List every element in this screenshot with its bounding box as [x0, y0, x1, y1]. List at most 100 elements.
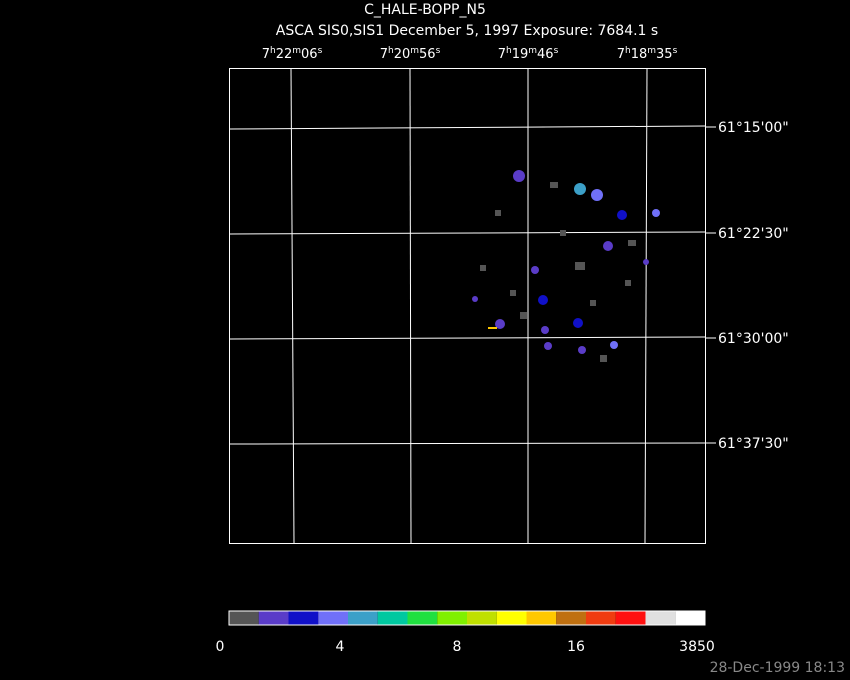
unit: h: [388, 46, 394, 56]
dec-labels: 61°15'00" 61°22'30" 61°30'00" 61°37'30": [706, 120, 789, 452]
dec-grid-line: [228, 336, 706, 340]
colorbar-frame: [228, 610, 706, 626]
source: [560, 230, 566, 236]
source: [544, 342, 552, 350]
color-swatch: [526, 611, 557, 625]
source: [520, 312, 527, 319]
dec-label: 61°37'30": [718, 436, 789, 452]
dec-label: 61°22'30": [718, 226, 789, 242]
color-swatch: [645, 611, 676, 625]
ra-grid-line: [644, 67, 648, 544]
color-swatch: [675, 611, 705, 625]
coordinate-grid: [228, 67, 706, 544]
unit: s: [318, 46, 323, 56]
ra-grid-line: [290, 67, 295, 544]
source: [574, 183, 586, 195]
unit: h: [625, 46, 631, 56]
number: 35: [656, 47, 673, 62]
source: [591, 189, 603, 201]
ra-labels: 7h22m06s 7h20m56s 7h19m46s 7h18m35s: [262, 46, 678, 62]
color-swatch: [556, 611, 586, 625]
source: [578, 346, 586, 354]
color-swatch: [586, 611, 616, 625]
source: [603, 241, 613, 251]
number: 22: [276, 47, 293, 62]
source: [625, 280, 631, 286]
source: [617, 210, 627, 220]
colorbar-label: 3850: [679, 639, 715, 655]
sources: [472, 170, 660, 362]
source: [531, 266, 539, 274]
number: 06: [301, 47, 318, 62]
dec-grid-line: [228, 442, 706, 445]
color-swatch: [615, 611, 646, 625]
source: [480, 265, 486, 271]
ra-label: 7h20m56s: [380, 46, 441, 62]
source: [628, 240, 636, 246]
ra-grid-line: [409, 67, 412, 544]
frame: [229, 68, 706, 544]
source: [541, 326, 549, 334]
source: [573, 318, 583, 328]
unit: m: [410, 46, 419, 56]
unit: m: [292, 46, 301, 56]
dec-label: 61°15'00": [718, 120, 789, 136]
number: 7: [617, 47, 625, 62]
color-swatch: [348, 611, 378, 625]
number: 7: [262, 47, 270, 62]
number: 19: [512, 47, 529, 62]
source: [495, 210, 501, 216]
source: [550, 182, 558, 188]
number: 20: [394, 47, 411, 62]
color-swatch: [288, 611, 319, 625]
colorbar-label: 0: [216, 639, 225, 655]
dec-label: 61°30'00": [718, 331, 789, 347]
source: [538, 295, 548, 305]
timestamp: 28-Dec-1999 18:13: [710, 660, 845, 676]
title: C_HALE-BOPP_N5: [364, 2, 486, 18]
source: [513, 170, 525, 182]
source: [510, 290, 516, 296]
color-swatch: [258, 611, 289, 625]
unit: s: [436, 46, 441, 56]
color-swatch: [407, 611, 438, 625]
ra-label: 7h19m46s: [498, 46, 559, 62]
color-swatch: [467, 611, 497, 625]
colorbar-label: 4: [336, 639, 345, 655]
color-swatch: [377, 611, 408, 625]
color-swatch: [318, 611, 348, 625]
color-swatch: [496, 611, 527, 625]
color-swatch: [437, 611, 467, 625]
ra-label: 7h18m35s: [617, 46, 678, 62]
ra-label: 7h22m06s: [262, 46, 323, 62]
number: 7: [498, 47, 506, 62]
dec-grid-line: [228, 231, 706, 235]
unit: h: [270, 46, 276, 56]
colorbar-label: 8: [453, 639, 462, 655]
subtitle: ASCA SIS0,SIS1 December 5, 1997 Exposure…: [276, 23, 658, 39]
source: [472, 296, 478, 302]
source: [590, 300, 596, 306]
unit: h: [506, 46, 512, 56]
colorbar-label: 16: [567, 639, 585, 655]
dec-grid-line: [228, 125, 706, 130]
number: 46: [537, 47, 554, 62]
number: 18: [631, 47, 648, 62]
colorbar: 0 4 8 16 3850: [216, 610, 715, 655]
source: [610, 341, 618, 349]
source: [495, 319, 505, 329]
color-swatch: [229, 611, 259, 625]
unit: m: [647, 46, 656, 56]
number: 7: [380, 47, 388, 62]
number: 56: [419, 47, 436, 62]
unit: s: [673, 46, 678, 56]
unit: m: [528, 46, 537, 56]
unit: s: [554, 46, 559, 56]
source: [643, 259, 649, 265]
source: [600, 355, 607, 362]
source: [652, 209, 660, 217]
source: [575, 262, 585, 270]
source: [488, 327, 497, 329]
